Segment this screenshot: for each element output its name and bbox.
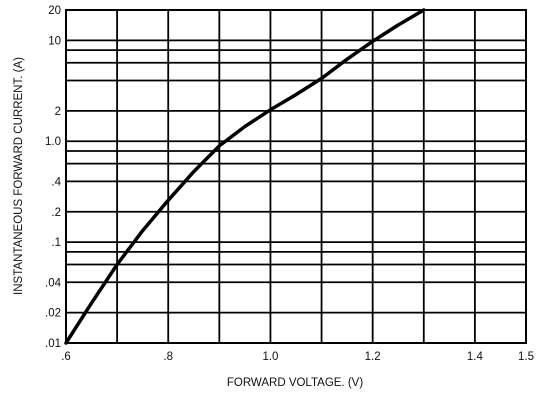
x-tick-label: 1.5 <box>518 351 534 363</box>
y-tick-label: .04 <box>45 277 62 289</box>
x-tick-label: 1.2 <box>365 351 381 363</box>
x-tick-labels: .6 .8 1.0 1.2 1.4 1.5 <box>61 351 534 363</box>
y-tick-label: 20 <box>48 5 61 17</box>
y-tick-label: .4 <box>51 176 61 188</box>
x-tick-label: 1.0 <box>262 351 278 363</box>
y-tick-label: 1.0 <box>45 136 61 148</box>
y-tick-label: .1 <box>51 237 61 249</box>
y-tick-labels: .01 .02 .04 .1 .2 .4 1.0 2 10 20 <box>45 5 62 350</box>
x-tick-label: 1.4 <box>467 351 484 363</box>
y-tick-label: 2 <box>55 106 61 118</box>
x-axis-label: FORWARD VOLTAGE. (V) <box>227 377 363 389</box>
x-tick-label: .6 <box>61 351 71 363</box>
y-tick-label: .02 <box>45 308 61 320</box>
x-tick-label: .8 <box>163 351 173 363</box>
grid <box>65 9 527 344</box>
y-tick-label: 10 <box>48 35 61 47</box>
forward-voltage-curve <box>64 8 426 345</box>
y-tick-label: .01 <box>45 338 61 350</box>
plot-border <box>65 9 527 344</box>
y-tick-label: .2 <box>51 207 61 219</box>
y-axis-label: INSTANTANEOUS FORWARD CURRENT. (A) <box>13 57 25 295</box>
